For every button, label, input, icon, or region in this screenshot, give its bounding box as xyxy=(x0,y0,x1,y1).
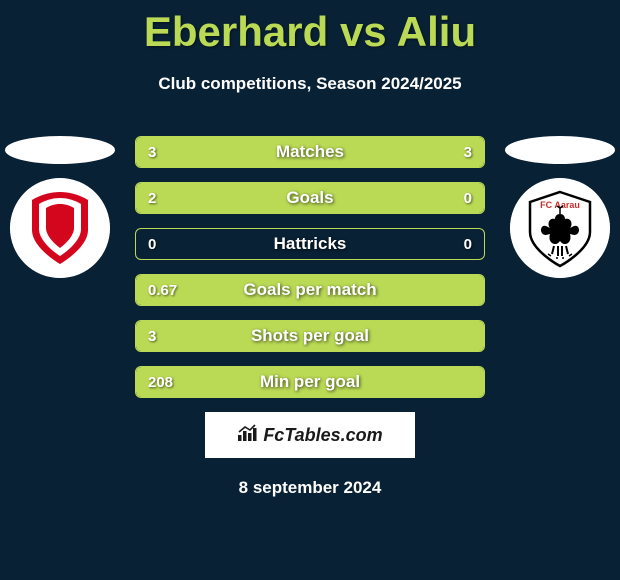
stat-label: Shots per goal xyxy=(136,326,484,346)
vaduz-crest-icon xyxy=(10,178,110,278)
team-left-crest xyxy=(10,178,110,278)
stat-label: Min per goal xyxy=(136,372,484,392)
team-right-crest: FC Aarau xyxy=(510,178,610,278)
stat-label: Matches xyxy=(136,142,484,162)
comparison-panel: FC Aarau 3Matches32Goals00Hattricks00.67… xyxy=(0,136,620,398)
stat-row: 2Goals0 xyxy=(135,182,485,214)
date-text: 8 september 2024 xyxy=(0,478,620,498)
stat-row: 0Hattricks0 xyxy=(135,228,485,260)
stat-label: Hattricks xyxy=(136,234,484,254)
brand-chart-icon xyxy=(237,424,257,447)
team-right-ellipse xyxy=(505,136,615,164)
aarau-crest-icon: FC Aarau xyxy=(510,178,610,278)
stat-label: Goals xyxy=(136,188,484,208)
brand-badge: FcTables.com xyxy=(205,412,415,458)
team-left-ellipse xyxy=(5,136,115,164)
stat-row: 208Min per goal xyxy=(135,366,485,398)
subtitle: Club competitions, Season 2024/2025 xyxy=(0,74,620,94)
brand-text: FcTables.com xyxy=(263,425,382,446)
stat-row: 0.67Goals per match xyxy=(135,274,485,306)
stat-value-right: 0 xyxy=(464,236,472,253)
stat-label: Goals per match xyxy=(136,280,484,300)
stat-row: 3Matches3 xyxy=(135,136,485,168)
team-left-slot xyxy=(0,136,120,278)
stat-value-right: 3 xyxy=(464,144,472,161)
team-right-slot: FC Aarau xyxy=(500,136,620,278)
stat-row: 3Shots per goal xyxy=(135,320,485,352)
page-title: Eberhard vs Aliu xyxy=(0,0,620,56)
stats-list: 3Matches32Goals00Hattricks00.67Goals per… xyxy=(135,136,485,398)
stat-value-right: 0 xyxy=(464,190,472,207)
